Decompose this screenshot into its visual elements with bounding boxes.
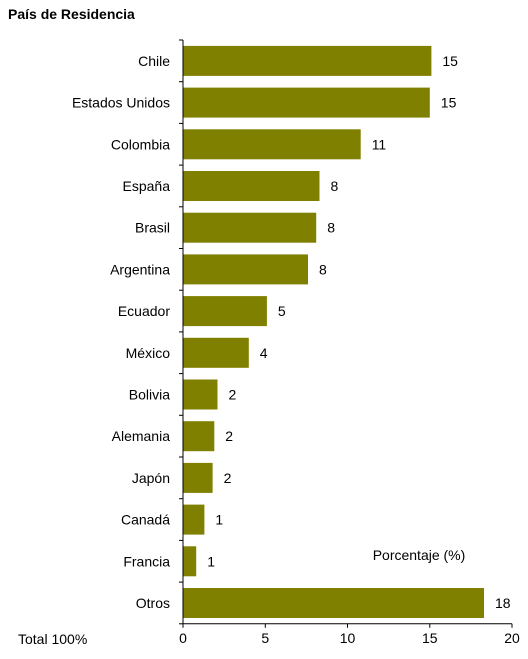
x-tick-label: 20 <box>504 630 520 646</box>
x-tick-label: 10 <box>340 630 356 646</box>
x-tick-label: 0 <box>179 630 187 646</box>
bar <box>183 380 218 410</box>
category-label: Francia <box>123 553 170 569</box>
bar <box>183 546 196 576</box>
data-label: 1 <box>215 512 223 528</box>
data-label: 2 <box>224 470 232 486</box>
x-tick-label: 15 <box>422 630 438 646</box>
data-label: 15 <box>441 95 457 111</box>
chart-title: País de Residencia <box>8 6 135 22</box>
bar <box>183 505 204 535</box>
category-label: Alemania <box>112 428 171 444</box>
category-label: Japón <box>132 470 170 486</box>
category-label: Ecuador <box>118 303 170 319</box>
category-label: México <box>126 345 171 361</box>
category-label: Otros <box>136 595 170 611</box>
data-label: 11 <box>372 136 387 152</box>
data-label: 8 <box>331 178 339 194</box>
category-label: Chile <box>138 53 170 69</box>
category-label: Bolivia <box>129 387 170 403</box>
data-label: 2 <box>225 428 233 444</box>
category-label: Estados Unidos <box>72 95 170 111</box>
bar <box>183 213 316 243</box>
category-label: Colombia <box>111 136 170 152</box>
bar <box>183 463 213 493</box>
bar <box>183 421 214 451</box>
data-label: 8 <box>319 261 327 277</box>
total-note: Total 100% <box>18 631 87 647</box>
category-label: Brasil <box>135 220 170 236</box>
bar <box>183 46 431 76</box>
category-label: Argentina <box>110 261 170 277</box>
category-label: España <box>123 178 171 194</box>
x-axis-label: Porcentaje (%) <box>373 547 466 563</box>
x-tick-label: 5 <box>261 630 269 646</box>
bar <box>183 171 320 201</box>
data-label: 8 <box>327 220 335 236</box>
data-label: 1 <box>207 553 215 569</box>
bar <box>183 296 267 326</box>
bar <box>183 338 249 368</box>
data-label: 2 <box>229 387 237 403</box>
data-label: 5 <box>278 303 286 319</box>
bar <box>183 588 484 618</box>
data-label: 15 <box>442 53 458 69</box>
data-label: 18 <box>495 595 511 611</box>
bar <box>183 88 430 118</box>
category-label: Canadá <box>121 512 170 528</box>
bar <box>183 129 361 159</box>
bar <box>183 254 308 284</box>
data-label: 4 <box>260 345 268 361</box>
